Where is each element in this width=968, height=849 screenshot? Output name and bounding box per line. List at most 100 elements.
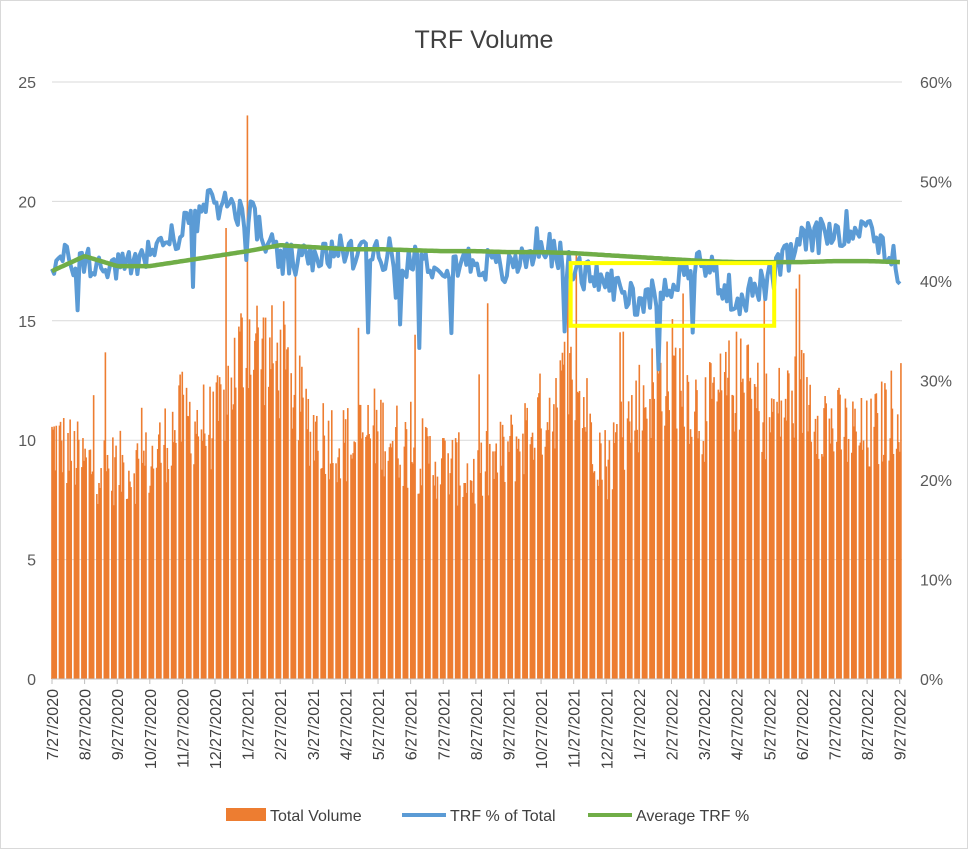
bar-total-volume xyxy=(312,414,315,679)
bar-total-volume xyxy=(219,384,222,679)
bar-total-volume xyxy=(98,482,100,679)
bar-total-volume xyxy=(332,463,334,679)
bar-total-volume xyxy=(869,466,871,679)
bar-total-volume xyxy=(641,430,644,679)
bar-total-volume xyxy=(225,227,227,679)
bar-total-volume xyxy=(828,418,831,679)
bar-total-volume xyxy=(813,431,816,679)
bar-total-volume xyxy=(398,477,400,679)
bar-total-volume xyxy=(89,449,92,679)
x-tick-label: 5/27/2022 xyxy=(762,689,779,760)
bar-total-volume xyxy=(732,395,735,679)
bar-total-volume xyxy=(167,469,170,679)
bar-total-volume xyxy=(433,485,436,679)
bar-total-volume xyxy=(465,492,468,679)
bar-total-volume xyxy=(352,453,354,679)
bar-total-volume xyxy=(703,461,706,679)
bar-total-volume xyxy=(469,480,472,679)
bar-total-volume xyxy=(308,465,311,679)
bar-total-volume xyxy=(823,408,825,679)
bar-total-volume xyxy=(239,331,241,679)
x-tick-label: 12/27/2021 xyxy=(599,689,616,769)
bar-total-volume xyxy=(696,390,698,679)
bar-total-volume xyxy=(642,385,645,679)
bar-total-volume xyxy=(830,408,833,679)
bar-total-volume xyxy=(675,428,678,679)
bar-total-volume xyxy=(612,422,615,679)
bar-total-volume xyxy=(287,347,289,679)
bar-total-volume xyxy=(496,472,499,679)
bar-total-volume xyxy=(180,441,183,679)
bar-total-volume xyxy=(747,344,750,679)
bar-total-volume xyxy=(144,465,146,679)
bar-total-volume xyxy=(876,413,879,679)
bar-total-volume xyxy=(668,410,671,679)
bar-total-volume xyxy=(538,393,540,679)
bar-total-volume xyxy=(166,447,169,679)
bar-total-volume xyxy=(170,465,173,679)
bar-total-volume xyxy=(761,451,763,679)
bar-total-volume xyxy=(883,454,885,679)
bar-total-volume xyxy=(546,422,549,679)
bar-total-volume xyxy=(897,442,900,679)
bar-total-volume xyxy=(413,447,415,679)
bar-total-volume xyxy=(807,431,809,679)
bar-total-volume xyxy=(650,438,652,679)
bar-total-volume xyxy=(255,333,257,679)
bar-total-volume xyxy=(679,348,681,679)
bar-total-volume xyxy=(68,470,70,679)
x-tick-label: 11/27/2020 xyxy=(175,689,192,768)
bar-total-volume xyxy=(466,463,469,679)
bar-total-volume xyxy=(541,454,543,679)
x-tick-label: 9/27/2020 xyxy=(110,689,127,760)
bar-total-volume xyxy=(762,422,764,679)
bar-total-volume xyxy=(880,381,883,679)
bar-total-volume xyxy=(643,407,646,679)
bar-total-volume xyxy=(143,450,145,679)
bar-total-volume xyxy=(163,444,165,679)
bar-total-volume xyxy=(795,288,798,679)
bar-total-volume xyxy=(107,468,110,679)
bar-total-volume xyxy=(188,401,191,679)
bar-total-volume xyxy=(622,331,625,679)
bar-total-volume xyxy=(738,429,741,679)
bar-total-volume xyxy=(616,424,618,679)
bar-total-volume xyxy=(329,463,332,679)
bar-total-volume xyxy=(156,448,159,679)
bar-total-volume xyxy=(889,438,892,679)
bar-total-volume xyxy=(350,454,352,679)
bar-total-volume xyxy=(545,430,548,679)
bar-total-volume xyxy=(494,451,496,679)
bar-total-volume xyxy=(210,469,212,679)
bar-total-volume xyxy=(890,370,893,679)
bar-total-volume xyxy=(517,438,520,679)
bar-total-volume xyxy=(552,431,554,679)
x-tick-label: 8/27/2020 xyxy=(78,689,95,760)
bar-total-volume xyxy=(328,479,331,679)
bar-total-volume xyxy=(694,411,696,679)
bar-total-volume xyxy=(464,482,467,679)
bar-total-volume xyxy=(381,469,383,679)
bar-total-volume xyxy=(605,466,608,679)
bar-total-volume xyxy=(187,416,190,679)
bar-total-volume xyxy=(420,485,423,679)
bar-total-volume xyxy=(808,404,810,679)
bar-total-volume xyxy=(278,418,281,679)
bar-total-volume xyxy=(559,360,562,679)
bar-total-volume xyxy=(260,369,263,679)
bar-total-volume xyxy=(436,476,439,679)
bar-total-volume xyxy=(786,370,789,679)
bar-total-volume xyxy=(810,441,813,679)
bar-total-volume xyxy=(838,387,840,679)
bar-total-volume xyxy=(404,421,407,679)
bar-total-volume xyxy=(240,313,242,679)
bar-total-volume xyxy=(735,331,738,679)
bar-total-volume xyxy=(585,431,587,679)
bar-total-volume xyxy=(852,401,854,679)
bar-total-volume xyxy=(58,425,61,679)
highlight-box xyxy=(568,261,777,328)
bar-total-volume xyxy=(174,430,176,679)
bar-total-volume xyxy=(746,345,748,679)
bar-total-volume xyxy=(777,413,779,679)
